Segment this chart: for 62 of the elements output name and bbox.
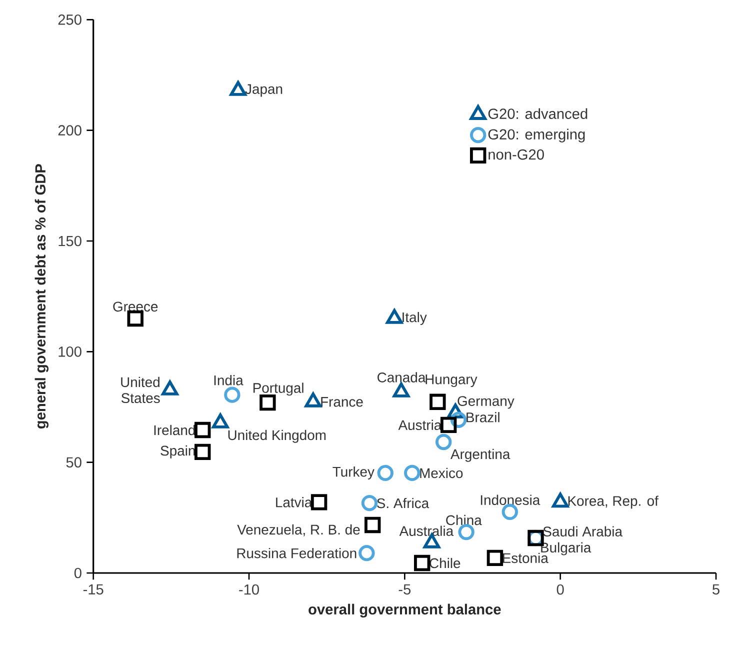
annotation: Russina Federation: [237, 548, 356, 558]
y-tick-label: 0: [74, 568, 82, 578]
point: [361, 494, 378, 512]
annotation: India: [214, 375, 244, 386]
legend-label: G20: advanced: [488, 108, 588, 119]
point: [404, 464, 420, 482]
annotation: Japan: [245, 84, 282, 97]
x-tick-label: 5: [712, 584, 720, 595]
annotation: Chile: [430, 558, 460, 568]
x-tick-label: -15: [83, 584, 104, 595]
point: [194, 422, 211, 438]
annotation: Korea, Rep. of: [568, 496, 658, 509]
annotation: Saudi Arabia: [543, 526, 622, 537]
annotation: Austria: [398, 420, 442, 430]
annotation: Turkey: [332, 466, 374, 480]
point: [230, 81, 246, 96]
annotation: Argentina: [450, 448, 510, 462]
annotation: United States: [121, 376, 160, 404]
annotation: Portugal: [253, 382, 304, 396]
legend-label: non-G20: [488, 149, 544, 160]
x-tick-label: 0: [556, 584, 564, 595]
annotation: Venezuela, R. B. de: [237, 524, 360, 536]
annotation: Italy: [402, 312, 427, 325]
point: [364, 516, 381, 534]
point: [194, 444, 211, 460]
point: [386, 309, 403, 324]
y-tick-label: 200: [58, 125, 82, 136]
annotation: Latvia: [276, 497, 312, 508]
annotation: Canada: [378, 372, 426, 382]
x-tick-label: -5: [398, 584, 411, 595]
legend-label: G20: emerging: [488, 128, 585, 142]
x-tick-label: -10: [239, 584, 259, 595]
annotation: Brazil: [466, 412, 500, 422]
point: [358, 544, 375, 562]
annotation: France: [321, 397, 363, 407]
point: [224, 386, 240, 403]
point: [502, 504, 518, 520]
y-tick-label: 150: [58, 236, 82, 246]
y-tick-label: 100: [58, 346, 82, 357]
annotation: Ireland: [154, 424, 195, 436]
annotation: Germany: [458, 396, 514, 409]
point: [430, 394, 446, 410]
point: [377, 464, 394, 482]
point: [414, 554, 430, 572]
annotation: Indonesia: [480, 494, 540, 506]
point: [392, 382, 410, 398]
y-tick-label: 250: [58, 14, 82, 25]
annotation: Australia: [399, 526, 454, 536]
point: [486, 550, 504, 566]
annotation: Spain: [160, 445, 195, 458]
point: [440, 416, 457, 434]
y-tick-label: 50: [66, 457, 82, 468]
annotation: S. Africa: [377, 498, 430, 508]
y-axis-title: general government debt as % of GDP: [34, 164, 49, 428]
annotation: United Kingdom: [228, 430, 326, 443]
point: [310, 494, 328, 510]
point: [435, 434, 452, 450]
x-axis-title: overall government balance: [308, 604, 501, 618]
annotation: Hungary: [426, 374, 478, 388]
point: [162, 380, 178, 396]
annotation: China: [446, 514, 482, 526]
annotation: Mexico: [420, 468, 463, 478]
